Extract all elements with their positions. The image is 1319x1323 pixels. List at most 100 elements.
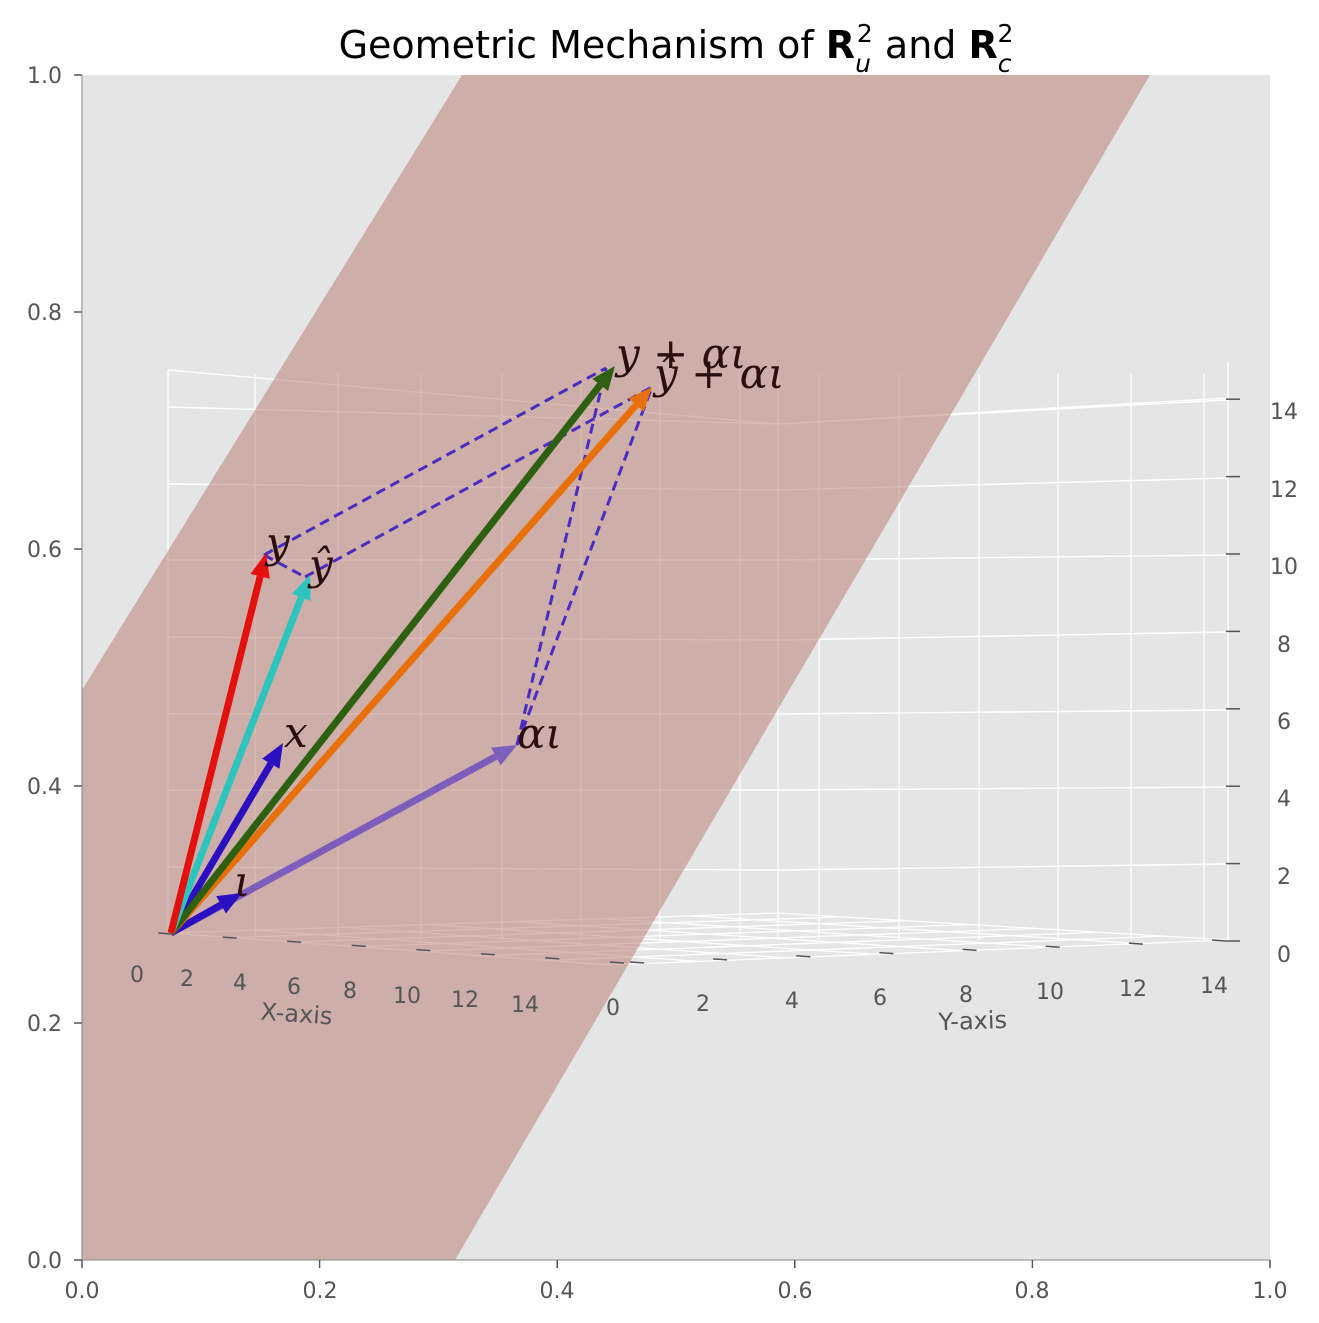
plane-layer (82, 75, 1150, 1260)
grid-line (690, 915, 1140, 945)
vector-head-alpha (491, 745, 517, 766)
x3d-tick-label: 6 (287, 975, 301, 1000)
z3d-tick-label: 12 (1270, 478, 1298, 503)
y-tick-label: 1.0 (27, 64, 62, 89)
translucent-plane (82, 75, 1150, 1260)
vectors (167, 366, 652, 937)
vector-head-y (250, 553, 270, 579)
grid-line (603, 918, 1052, 948)
y-tick-label: 0.4 (27, 775, 62, 800)
y3d-tick-label: 6 (873, 986, 887, 1011)
x-tick-label: 0.4 (540, 1279, 575, 1304)
y3d-tick (1128, 942, 1143, 945)
vector-x (167, 743, 283, 935)
vector-head-x (262, 743, 283, 769)
outer-axes (74, 74, 1271, 1268)
x3d-tick-label: 4 (233, 971, 247, 996)
z3d-tick-label: 14 (1270, 400, 1298, 425)
ticks-3d (157, 398, 1240, 964)
z3d-tick-label: 2 (1277, 865, 1291, 890)
x3d-tick-label: 12 (451, 988, 479, 1013)
dashed-lines (263, 366, 654, 746)
x3d-tick (416, 948, 431, 952)
x3d-tick (545, 957, 560, 960)
y3d-tick-label: 8 (959, 983, 973, 1008)
dashed-line (263, 366, 607, 557)
z3d-tick-labels: 0 2 4 6 8 10 12 14 (1270, 400, 1298, 968)
x3d-tick (609, 961, 625, 964)
vector-shaft-yhsum (168, 402, 639, 936)
x3d-axis-label: X-axis (260, 998, 334, 1031)
x3d-tick (351, 944, 366, 948)
y3d-tick-label: 2 (696, 992, 710, 1017)
x3d-tick (287, 940, 302, 944)
dashed-line (515, 367, 608, 746)
x3d-tick-label: 8 (343, 979, 357, 1004)
y3d-tick (713, 958, 728, 961)
vector-shaft-ysum (168, 382, 603, 936)
y-tick-label: 0.2 (27, 1012, 62, 1037)
outer-y-tick-labels: 0.0 0.2 0.4 0.6 0.8 1.0 (27, 64, 62, 1274)
x3d-tick (222, 936, 237, 939)
vector-shaft-yhat (167, 596, 305, 935)
outer-x-tick-labels: 0.0 0.2 0.4 0.6 0.8 1.0 (65, 1279, 1288, 1304)
label-iota: ι (234, 857, 250, 906)
vector-shaft-x (167, 761, 274, 935)
label-yhsum: ŷ + αι (652, 349, 784, 398)
x-tick-label: 1.0 (1253, 1279, 1288, 1304)
label-alpha: αι (517, 709, 562, 758)
y3d-tick-label: 0 (606, 996, 620, 1021)
y3d-tick (796, 954, 811, 958)
grid-line (609, 939, 1229, 966)
vector-head-yhsum (628, 387, 652, 412)
label-x: x (284, 708, 308, 757)
grid-line (777, 912, 1229, 941)
y-tick-label: 0.6 (27, 538, 62, 563)
vector-yhat (167, 575, 311, 935)
y3d-tick-label: 4 (785, 989, 799, 1014)
y3d-tick (879, 951, 894, 955)
x3d-tick (480, 952, 495, 956)
vector-labels: ι x y ŷ αι y + αι ŷ + αι (234, 329, 784, 906)
vector-head-iota (216, 893, 242, 914)
label-yhat: ŷ (307, 540, 334, 589)
outer-tick-marks (74, 74, 1271, 1268)
label-ysum: y + αι (614, 329, 746, 378)
y3d-tick (629, 961, 645, 964)
label-y: y (264, 518, 291, 567)
chart-title: Geometric Mechanism of Ru2 and Rc2 (339, 19, 1014, 78)
x3d-tick-label: 14 (511, 993, 539, 1018)
vector-y (167, 553, 270, 934)
x3d-tick-label: 10 (393, 984, 421, 1009)
z3d-tick-label: 10 (1270, 555, 1298, 580)
y3d-tick-label: 14 (1200, 974, 1228, 999)
y3d-tick (1211, 939, 1227, 942)
x3d-tick-labels: 0 2 4 6 8 10 12 14 (130, 963, 539, 1018)
vector-head-yhat (291, 575, 311, 601)
dashed-line (304, 385, 653, 579)
vector-head-ysum (592, 366, 615, 392)
x-tick-label: 0.8 (1015, 1279, 1050, 1304)
x3d-tick (157, 932, 173, 935)
x-tick-label: 0.0 (65, 1279, 100, 1304)
x-tick-label: 0.2 (303, 1279, 338, 1304)
z3d-tick-label: 4 (1277, 787, 1291, 812)
y-tick-label: 0.8 (27, 301, 62, 326)
z3d-tick-label: 6 (1277, 710, 1291, 735)
y3d-tick-label: 12 (1119, 977, 1147, 1002)
z3d-tick-label: 0 (1277, 943, 1291, 968)
y3d-tick-labels: 0 2 4 6 8 10 12 14 (606, 974, 1228, 1021)
x3d-tick-label: 0 (130, 963, 144, 988)
x3d-tick-label: 2 (180, 967, 194, 992)
dashed-line (263, 553, 306, 579)
vector-yhsum (168, 387, 652, 936)
y3d-tick (1045, 945, 1060, 949)
grid-line (546, 935, 1164, 962)
y3d-axis-label: Y-axis (937, 1006, 1007, 1036)
y3d-tick (962, 948, 977, 952)
x-tick-label: 0.6 (778, 1279, 813, 1304)
y-tick-label: 0.0 (27, 1249, 62, 1274)
vector-shaft-y (167, 575, 264, 934)
vector-ysum (168, 366, 615, 936)
